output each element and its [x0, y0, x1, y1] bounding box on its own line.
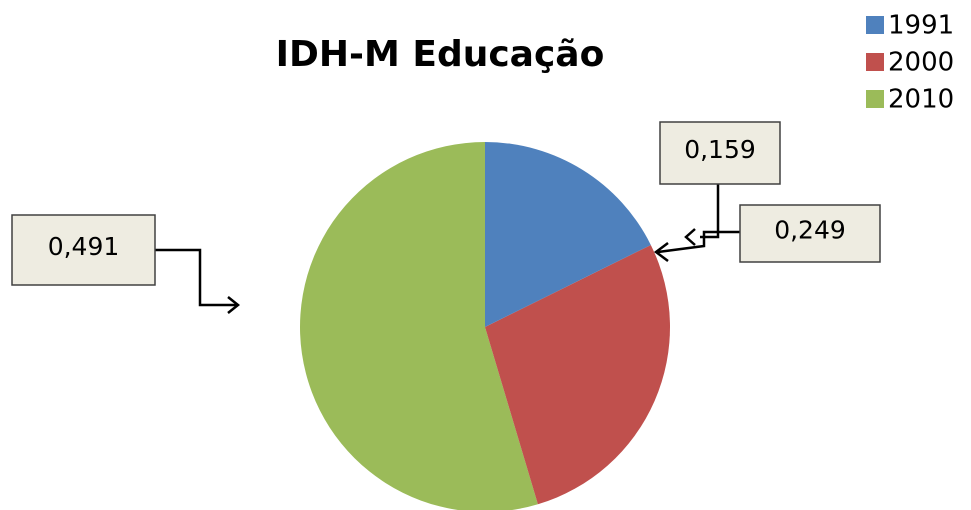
pie-slice	[485, 244, 670, 505]
arrow-head	[653, 242, 669, 262]
legend-swatch	[866, 53, 884, 71]
data-label: 0,249	[774, 216, 846, 245]
callout-line	[155, 248, 238, 307]
pie-slice	[300, 142, 538, 510]
data-label: 0,159	[684, 135, 756, 164]
data-label-box	[659, 121, 781, 185]
legend-label: 2010	[888, 85, 954, 115]
legend-label: 2000	[888, 48, 954, 78]
legend-label: 1991	[888, 11, 954, 41]
arrow-head	[227, 296, 241, 314]
pie-slice	[485, 142, 651, 327]
arrow-head	[684, 228, 696, 246]
chart-title: IDH-M Educação	[276, 34, 605, 75]
data-label: 0,491	[48, 232, 120, 261]
legend-swatch	[866, 16, 884, 34]
legend-swatch	[866, 90, 884, 108]
data-label-box	[11, 214, 156, 286]
callout-line	[657, 230, 740, 254]
data-label-box	[739, 204, 881, 263]
